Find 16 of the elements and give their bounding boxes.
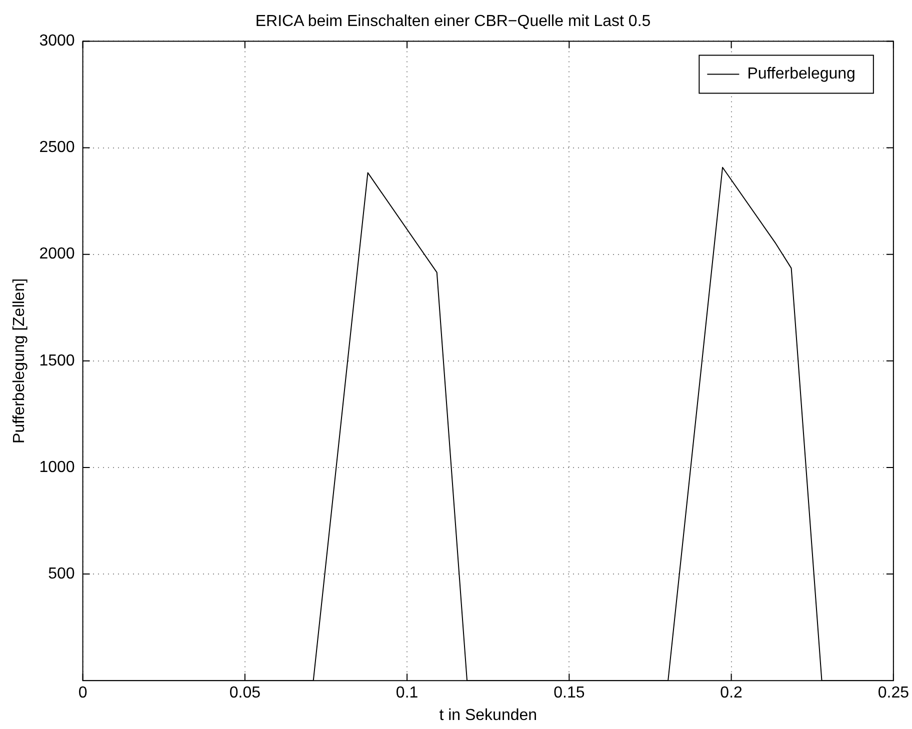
y-tick-label: 500	[48, 565, 75, 582]
y-tick-label: 2500	[39, 139, 75, 156]
legend-label: Pufferbelegung	[747, 66, 856, 83]
x-tick-label: 0.25	[878, 684, 910, 702]
y-tick-label: 1500	[39, 352, 75, 370]
y-tick-label: 2000	[39, 246, 75, 263]
x-tick-label: 0.1	[396, 684, 418, 702]
y-tick-label: 3000	[39, 32, 75, 50]
x-tick-label: 0.15	[554, 684, 585, 702]
x-tick-label: 0.05	[229, 684, 261, 702]
x-axis-title: t in Sekunden	[439, 706, 538, 724]
x-tick-label: 0.2	[720, 684, 743, 702]
y-tick-label: 1000	[39, 458, 75, 476]
chart-title: ERICA beim Einschalten einer CBR−Quelle mit Last 0.5	[255, 13, 651, 30]
y-axis-title: Pufferbelegung [Zellen]	[11, 278, 28, 444]
x-tick-label: 0	[78, 684, 88, 702]
